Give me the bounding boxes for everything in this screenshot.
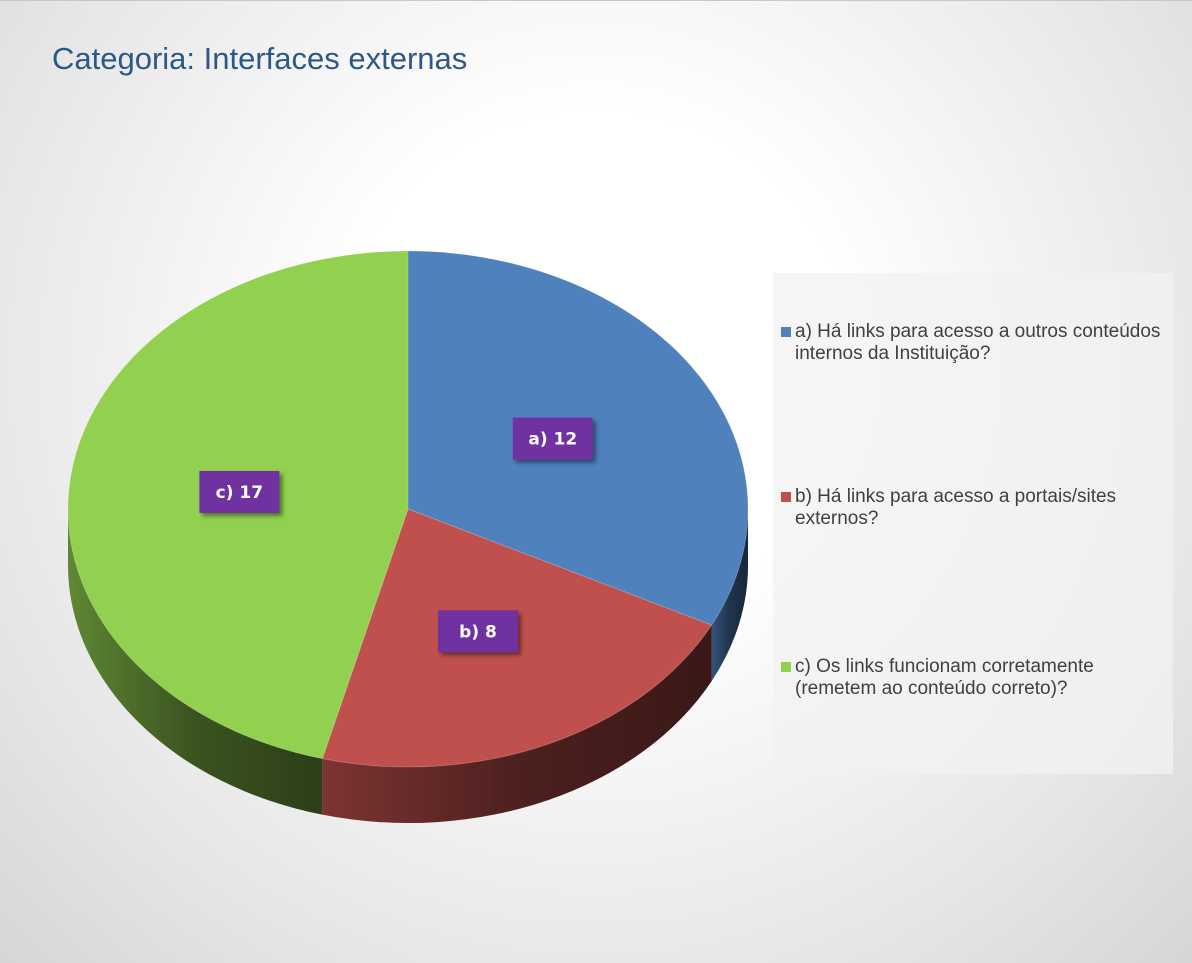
legend: a) Há links para acesso a outros conteúd…: [773, 273, 1173, 774]
legend-swatch: [781, 492, 791, 502]
data-label-text: a) 12: [528, 430, 577, 450]
legend-entry: c) Os links funcionam corretamente (reme…: [781, 656, 1180, 700]
legend-label: b) Há links para acesso a portais/sites …: [795, 486, 1117, 529]
legend-swatch: [781, 662, 791, 672]
data-label-text: b) 8: [459, 622, 497, 642]
slice-side-shade: [67, 509, 323, 815]
data-label: a) 12: [512, 417, 593, 460]
legend-entry: a) Há links para acesso a outros conteúd…: [781, 321, 1180, 365]
data-label-box: [438, 610, 519, 653]
data-label-box: [199, 470, 280, 513]
data-label-text: c) 17: [216, 483, 263, 503]
data-label-box: [512, 417, 593, 460]
legend-label: c) Os links funcionam corretamente (reme…: [795, 656, 1094, 699]
data-label: b) 8: [438, 610, 519, 653]
legend-swatch: [781, 327, 791, 337]
slice-side-shade: [322, 625, 712, 823]
legend-label: a) Há links para acesso a outros conteúd…: [795, 321, 1161, 364]
legend-entry: b) Há links para acesso a portais/sites …: [781, 486, 1180, 530]
chart-title: Categoria: Interfaces externas: [52, 41, 468, 76]
slice-side-shade: [711, 509, 748, 682]
data-label: c) 17: [199, 470, 280, 513]
